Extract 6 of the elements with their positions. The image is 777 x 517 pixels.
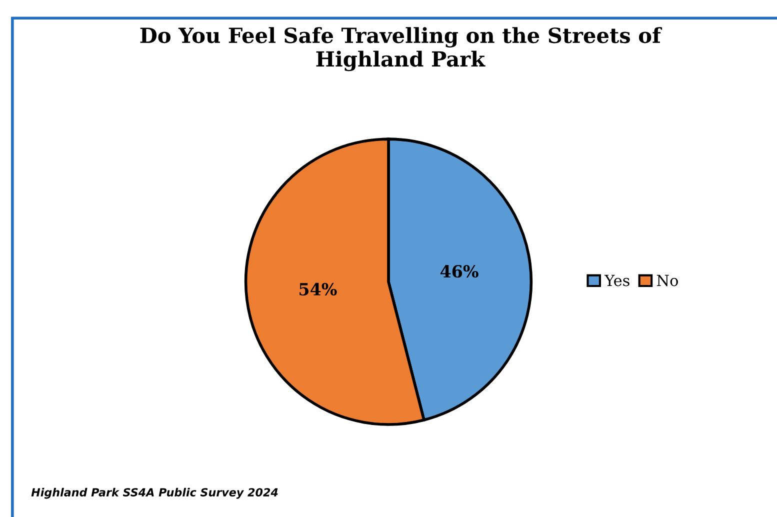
legend-label: Yes bbox=[604, 274, 630, 286]
legend-label: No bbox=[656, 274, 678, 286]
data-label: 54% bbox=[300, 282, 337, 296]
chart-title: Do You Feel Safe Travelling on the Streets of Highland Park bbox=[140, 27, 662, 72]
data-label: 46% bbox=[440, 265, 478, 278]
text: Highland Park SS4A Public Survey 2024 bbox=[31, 488, 278, 499]
